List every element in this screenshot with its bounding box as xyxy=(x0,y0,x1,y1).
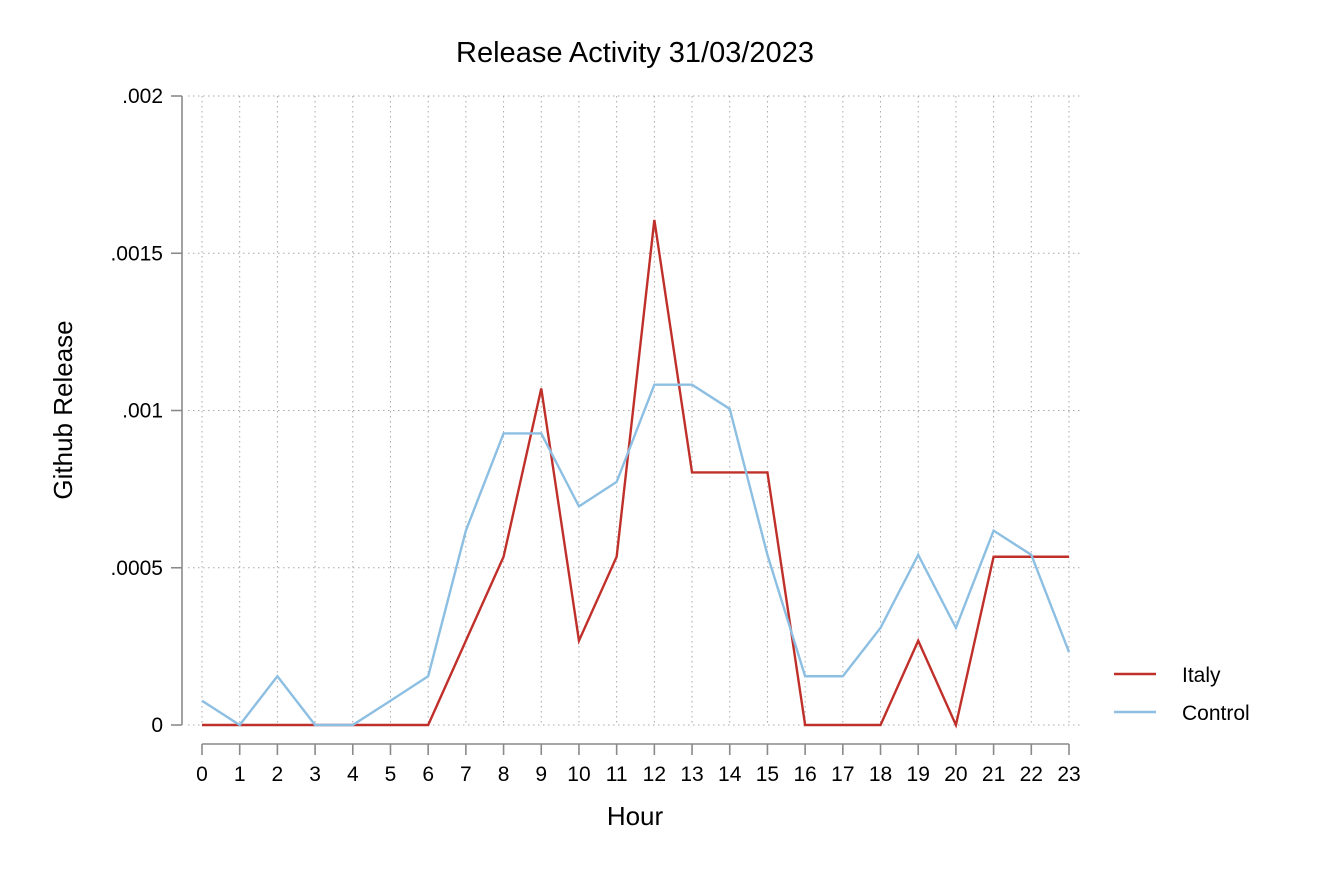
x-tick-label: 21 xyxy=(982,763,1005,786)
legend-label-italy: Italy xyxy=(1182,664,1221,687)
x-tick-label: 9 xyxy=(535,763,547,786)
x-tick-label: 4 xyxy=(347,763,359,786)
x-tick-label: 12 xyxy=(643,763,666,786)
legend-label-control: Control xyxy=(1182,702,1250,725)
series-lines xyxy=(201,219,1071,729)
x-tick-label: 22 xyxy=(1020,763,1043,786)
x-tick-label: 3 xyxy=(309,763,321,786)
grid xyxy=(188,95,1083,726)
x-tick-label: 16 xyxy=(793,763,816,786)
series-line-control xyxy=(201,383,1071,727)
series-line-italy xyxy=(202,219,1069,729)
x-tick-label: 10 xyxy=(567,763,590,786)
x-tick-label: 15 xyxy=(756,763,779,786)
x-tick-label: 11 xyxy=(606,763,628,786)
x-axis-title: Hour xyxy=(607,801,664,831)
y-tick-label: .002 xyxy=(122,85,163,108)
x-tick-label: 20 xyxy=(944,763,967,786)
x-tick-label: 13 xyxy=(680,763,703,786)
y-tick-label: .001 xyxy=(122,400,163,423)
x-tick-label: 5 xyxy=(385,763,397,786)
x-tick-label: 17 xyxy=(831,763,854,786)
x-tick-label: 1 xyxy=(234,763,246,786)
chart-title: Release Activity 31/03/2023 xyxy=(456,37,814,69)
x-tick-label: 23 xyxy=(1057,763,1080,786)
x-tick-label: 0 xyxy=(196,763,208,786)
x-tick-label: 2 xyxy=(272,763,284,786)
x-tick-label: 19 xyxy=(907,763,930,786)
x-tick-label: 7 xyxy=(460,763,472,786)
x-tick-label: 8 xyxy=(498,763,510,786)
x-tick-label: 18 xyxy=(869,763,892,786)
y-axis-title: Github Release xyxy=(48,320,78,499)
x-tick-label: 6 xyxy=(422,763,434,786)
y-tick-label: 0 xyxy=(151,714,163,737)
y-tick-label: .0015 xyxy=(110,242,163,265)
legend: Italy Control xyxy=(1114,664,1250,725)
x-tick-label: 14 xyxy=(718,763,742,786)
y-tick-label: .0005 xyxy=(110,557,163,580)
